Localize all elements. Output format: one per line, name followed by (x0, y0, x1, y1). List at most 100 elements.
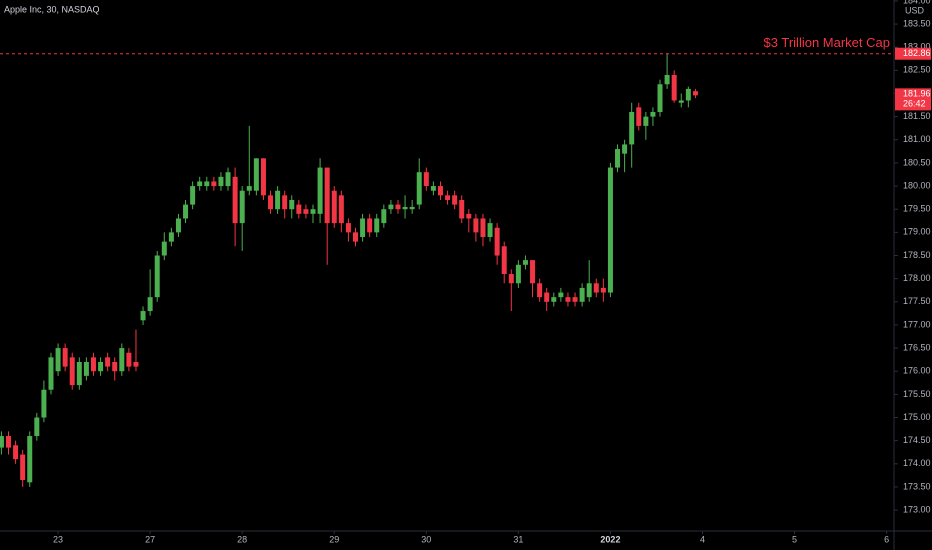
candle-body (416, 172, 422, 205)
candle-body (374, 218, 380, 233)
y-tick-label: 179.00 (903, 227, 931, 237)
candle-body (480, 218, 486, 237)
candle-body (303, 209, 309, 214)
y-tick-label: 183.00 (903, 42, 931, 52)
candle-body (650, 112, 656, 117)
candle-body (204, 181, 210, 187)
candle-body (473, 218, 479, 233)
candle-body (671, 74, 677, 101)
candle-body (98, 361, 104, 372)
candle-body (360, 218, 366, 237)
candle-body (175, 218, 181, 233)
x-tick-label: 4 (700, 534, 705, 544)
candle-body (289, 199, 295, 210)
candle-body (501, 246, 507, 275)
candle-body (445, 195, 451, 200)
candle-body (62, 348, 68, 367)
candle-body (268, 195, 274, 210)
candle-body (168, 232, 174, 242)
candle-body (218, 176, 224, 187)
candle-body (437, 186, 443, 196)
candle-body (607, 167, 613, 293)
candle-body (232, 176, 238, 224)
candle-body (452, 195, 458, 205)
candle-body (76, 361, 82, 386)
x-tick-label: 29 (329, 534, 339, 544)
candle-body (133, 361, 139, 367)
reference-label: $3 Trillion Market Cap (764, 35, 890, 50)
candle-body (572, 297, 578, 302)
y-tick-label: 183.50 (903, 18, 931, 28)
last-price-box (895, 88, 931, 111)
x-tick-label: 27 (145, 534, 155, 544)
candle-body (253, 158, 259, 191)
candle-body (593, 283, 599, 293)
candle-body (105, 357, 111, 367)
y-tick-label: 176.50 (903, 342, 931, 352)
reference-price-box (895, 47, 931, 60)
y-tick-label: 178.50 (903, 250, 931, 260)
candle-body (83, 361, 89, 376)
candle-body (643, 116, 649, 126)
x-tick-label: 23 (53, 534, 63, 544)
x-tick-label: 28 (237, 534, 247, 544)
y-tick-label: 182.50 (903, 65, 931, 75)
candle-body (622, 144, 628, 154)
candle-body (685, 88, 691, 101)
y-tick-label: 175.00 (903, 412, 931, 422)
candle-body (459, 199, 465, 219)
candle-body (239, 190, 245, 224)
candle-body (296, 204, 302, 214)
candle-body (27, 436, 33, 483)
candle-body (558, 292, 564, 298)
candle-body (353, 232, 359, 242)
candle-body (579, 287, 585, 302)
candle-body (466, 213, 472, 219)
candle-body (225, 172, 231, 187)
candle-body (190, 186, 196, 205)
candle-body (395, 204, 401, 210)
candle-body (338, 195, 344, 224)
candle-body (409, 206, 415, 210)
chart-title: Apple Inc, 30, NASDAQ (4, 4, 100, 14)
candle-body (402, 206, 408, 210)
candle-body (55, 348, 61, 372)
candle-body (275, 190, 281, 210)
candle-body (615, 149, 621, 168)
candle-body (140, 311, 146, 321)
candle-body (678, 100, 684, 103)
y-tick-label: 179.50 (903, 204, 931, 214)
candle-body (317, 167, 323, 214)
y-tick-label: 181.00 (903, 134, 931, 144)
y-tick-label: 176.00 (903, 366, 931, 376)
candle-body (367, 218, 373, 233)
x-tick-label: 30 (421, 534, 431, 544)
candle-body (487, 223, 493, 237)
candle-body (34, 417, 40, 437)
candle-body (636, 107, 642, 126)
candle-body (530, 260, 536, 284)
x-tick-label: 31 (513, 534, 523, 544)
candle-body (388, 204, 394, 210)
candle-body (161, 241, 167, 256)
candle-body (69, 357, 75, 386)
candle-body (537, 283, 543, 298)
candle-body (664, 74, 670, 85)
candle-body (147, 297, 153, 312)
y-tick-label: 173.00 (903, 504, 931, 514)
candle-body (692, 91, 698, 96)
candle-body (331, 190, 337, 224)
candle-body (629, 112, 635, 145)
candle-body (522, 260, 528, 265)
y-tick-label: 175.50 (903, 389, 931, 399)
candle-body (657, 84, 663, 113)
candle-body (90, 357, 96, 372)
candle-body (310, 209, 316, 214)
candle-body (126, 352, 132, 367)
y-tick-label: 180.00 (903, 180, 931, 190)
y-unit: USD (905, 5, 925, 15)
candle-body (211, 181, 217, 187)
y-tick-label: 180.50 (903, 157, 931, 167)
